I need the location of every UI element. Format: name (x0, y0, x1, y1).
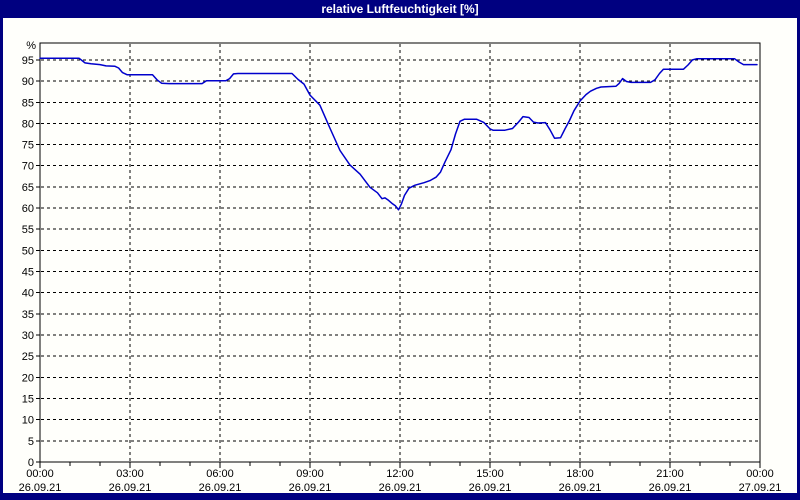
x-tick-time-label: 15:00 (476, 468, 504, 480)
x-tick-time-label: 06:00 (206, 468, 234, 480)
y-tick-label: 60 (22, 203, 34, 215)
y-tick-label: 0 (28, 457, 34, 469)
humidity-series-line (39, 57, 758, 211)
x-tick-time-label: 21:00 (656, 468, 684, 480)
x-tick-date-label: 26.09.21 (199, 482, 242, 494)
x-tick-time-label: 00:00 (26, 468, 54, 480)
y-tick-label: 85 (22, 97, 34, 109)
x-tick-date-label: 26.09.21 (469, 482, 512, 494)
title-bar: relative Luftfeuchtigkeit [%] (0, 0, 800, 18)
x-tick-time-label: 12:00 (386, 468, 414, 480)
x-tick-date-label: 26.09.21 (649, 482, 692, 494)
y-tick-label: 55 (22, 224, 34, 236)
y-tick-label: 50 (22, 245, 34, 257)
y-tick-label: 90 (22, 76, 34, 88)
x-tick-time-label: 18:00 (566, 468, 594, 480)
y-tick-label: 45 (22, 267, 34, 279)
x-tick-time-label: 09:00 (296, 468, 324, 480)
y-tick-label: 15 (22, 394, 34, 406)
x-tick-date-label: 26.09.21 (109, 482, 152, 494)
y-tick-label: 95 (22, 55, 34, 67)
y-tick-label: 35 (22, 309, 34, 321)
x-tick-date-label: 26.09.21 (559, 482, 602, 494)
x-tick-date-label: 27.09.21 (739, 482, 782, 494)
x-tick-date-label: 26.09.21 (379, 482, 422, 494)
y-tick-label: 25 (22, 351, 34, 363)
x-tick-date-label: 26.09.21 (19, 482, 62, 494)
y-tick-label: 5 (28, 436, 34, 448)
y-tick-label: 70 (22, 161, 34, 173)
x-tick-time-label: 03:00 (116, 468, 144, 480)
page-title: relative Luftfeuchtigkeit [%] (321, 2, 479, 16)
y-axis-unit-label: % (26, 40, 36, 52)
x-tick-date-label: 26.09.21 (289, 482, 332, 494)
y-tick-label: 30 (22, 330, 34, 342)
y-tick-label: 65 (22, 182, 34, 194)
x-tick-time-label: 00:00 (746, 468, 774, 480)
y-tick-label: 10 (22, 415, 34, 427)
y-tick-label: 40 (22, 288, 34, 300)
y-tick-label: 75 (22, 140, 34, 152)
y-tick-label: 20 (22, 372, 34, 384)
y-tick-label: 80 (22, 118, 34, 130)
